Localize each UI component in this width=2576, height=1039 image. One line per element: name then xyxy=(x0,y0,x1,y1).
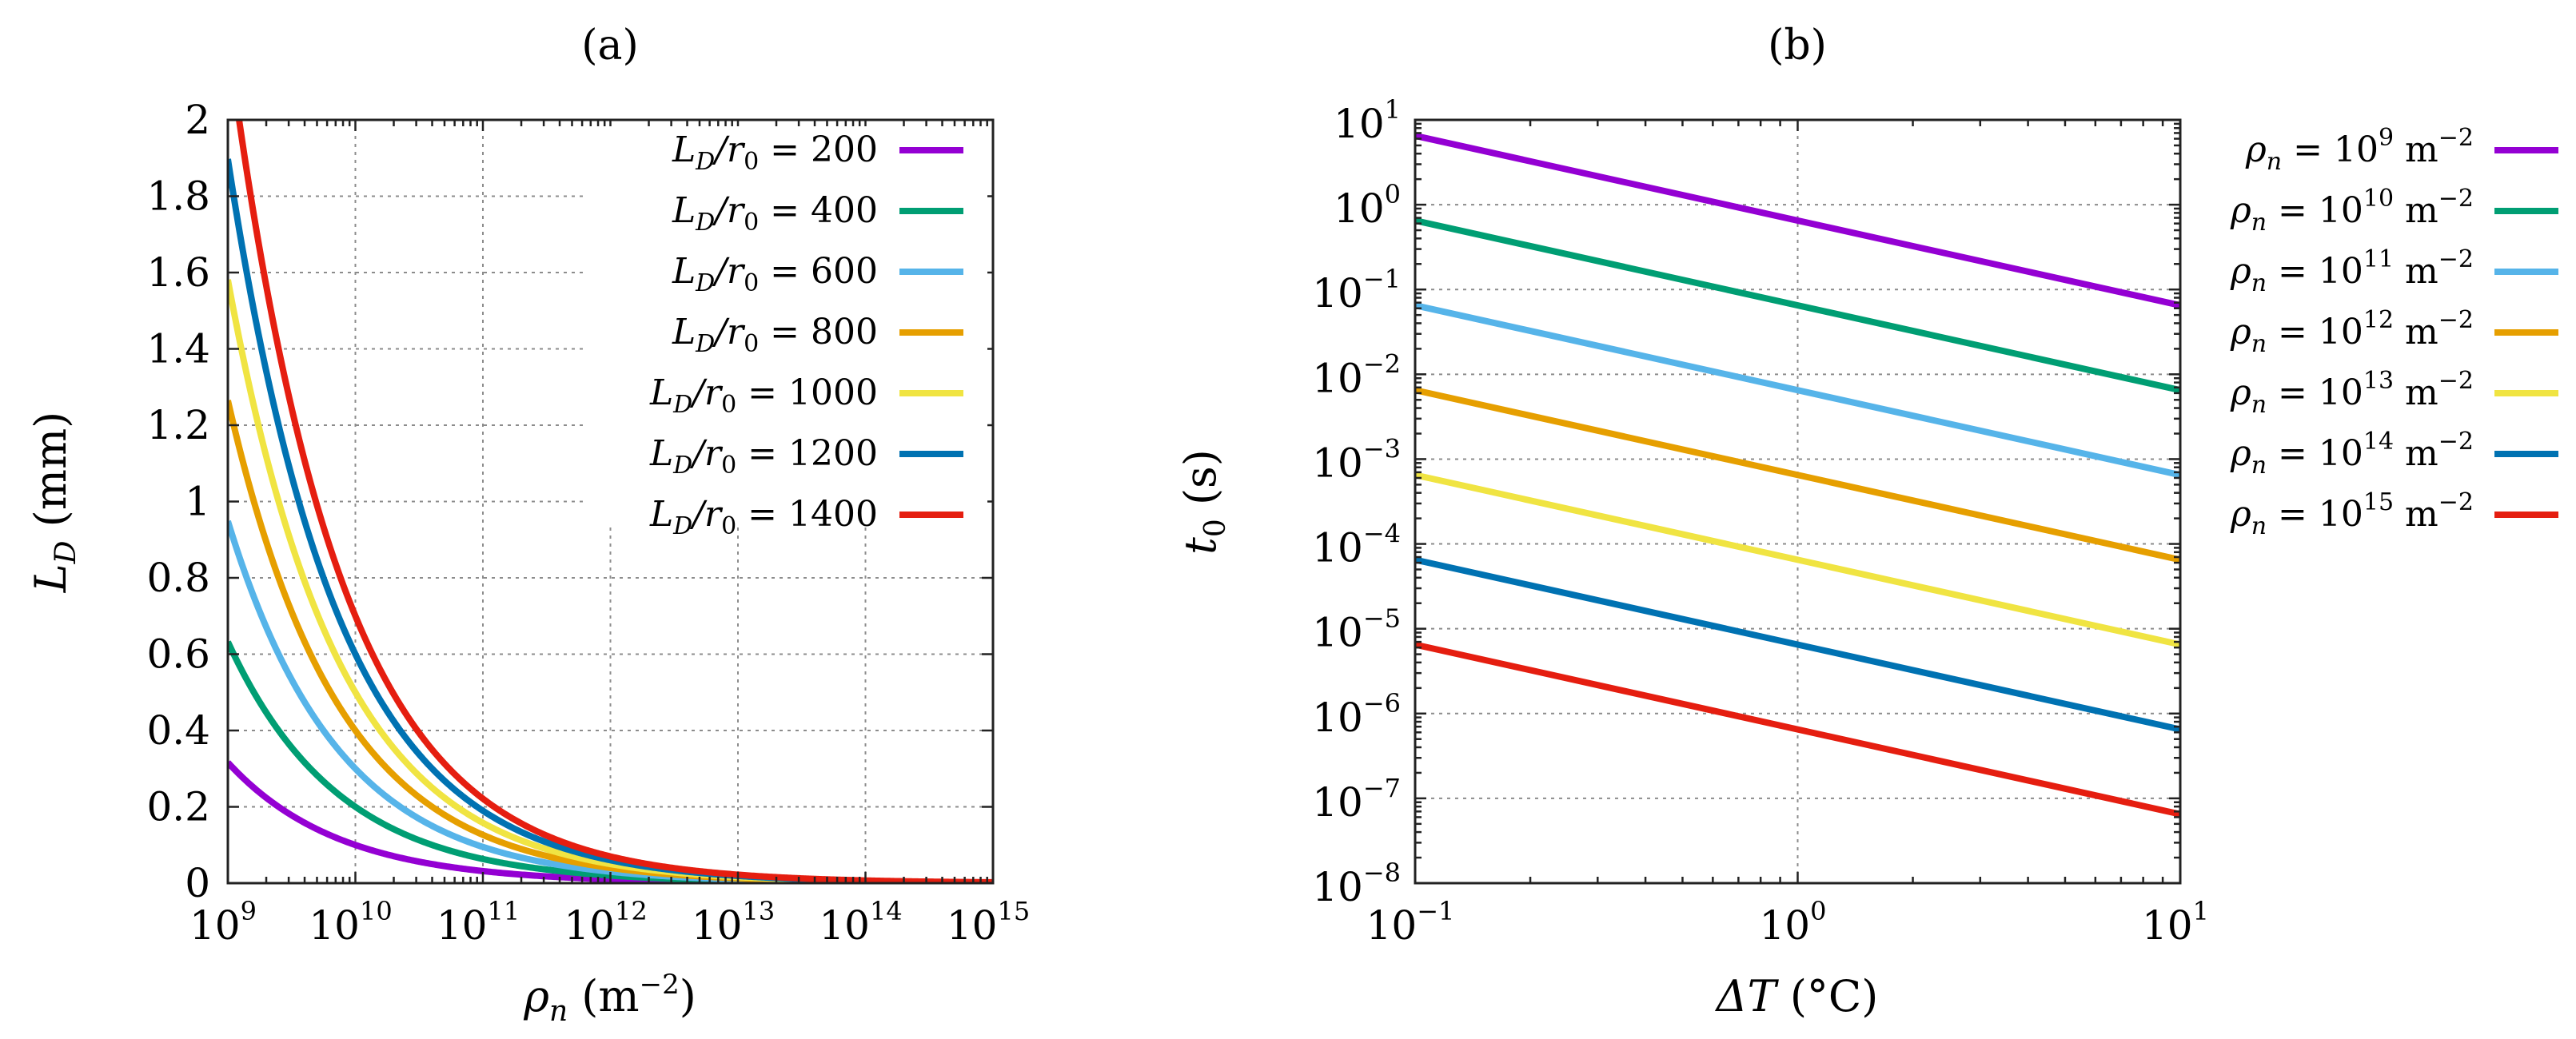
panel-b-series-line xyxy=(1414,556,2181,733)
panel-b-series-line xyxy=(1414,132,2181,309)
panel-b-series-line xyxy=(1414,302,2181,479)
panel-a-ylabel-base: L xyxy=(26,563,76,593)
panel-b-ytick-label: 10−5 xyxy=(1312,603,1401,656)
panel-a-xtick-label: 109 xyxy=(189,896,257,949)
panel-b-legend-label: ρn = 1013 m−2 xyxy=(2230,367,2474,419)
panel-a-ylabel: LD (mm) xyxy=(26,412,82,593)
panel-b-xlabel: ΔT (°C) xyxy=(1715,971,1879,1021)
panel-b-xlabel-base: ΔT xyxy=(1715,971,1780,1021)
panel-b-legend: ρn = 109 m−2 ρn = 1010 m−2 ρn = 1011 m−2 ρn… xyxy=(2230,124,2558,540)
panel-b: (b) 10−1 100 10110−810−710−610−510−410−310… xyxy=(1175,22,2558,1021)
panel-b-ylabel: t0 (s) xyxy=(1175,449,1232,555)
panel-b-ylabel-sub: 0 xyxy=(1199,519,1232,537)
panel-a-legend: LD/r0 = 200 LD/r0 = 400 LD/r0 = 600 LD/r0 =… xyxy=(588,126,987,540)
panel-b-ytick-label: 10−8 xyxy=(1312,858,1401,910)
panel-b-ylabel-unit: (s) xyxy=(1175,449,1226,519)
panel-a-ylabel-unit: (mm) xyxy=(26,412,76,541)
panel-b-ytick-label: 100 xyxy=(1334,179,1401,232)
panel-a-ytick-label: 2 xyxy=(185,97,210,143)
panel-b-ticks: 10−1 100 101 10−8 10−7 10−6 10−5 10−4 10−3 10−2 10… xyxy=(1312,94,2209,949)
panel-b-ytick-label: 10−6 xyxy=(1312,688,1401,741)
panel-a-xtick-label: 1012 xyxy=(564,896,647,949)
panel-b-ytick-label: 10−3 xyxy=(1312,433,1401,486)
panel-a-ytick-label: 1.2 xyxy=(146,402,210,448)
panel-b-series xyxy=(1414,132,2181,818)
panel-b-xtick-label: 10−1 xyxy=(1366,896,1455,949)
panel-a-ytick-label: 0.2 xyxy=(146,784,210,830)
panel-b-legend-label: ρn = 1010 m−2 xyxy=(2230,185,2474,237)
panel-a-series xyxy=(228,120,993,883)
panel-b-series-line xyxy=(1414,641,2181,818)
panel-b-frame xyxy=(1414,118,2182,885)
panel-a: (a) 109 1010 1011 1012 1013 1014 1015 0 0.2 0.4 0.… xyxy=(26,22,1030,1028)
panel-a-legend-label: LD/r0 = 200 xyxy=(672,129,878,176)
panel-b-ytick-label: 10−1 xyxy=(1312,264,1401,316)
panel-b-legend-label: ρn = 1014 m−2 xyxy=(2230,428,2474,480)
panel-b-title: (b) xyxy=(1768,22,1827,70)
panel-a-ytick-label: 0.4 xyxy=(146,707,210,754)
panel-b-xtick-label: 100 xyxy=(1760,896,1827,949)
panel-b-series-line xyxy=(1414,387,2181,563)
panel-a-legend-label: LD/r0 = 800 xyxy=(672,312,878,358)
panel-a-xlabel-base: ρ xyxy=(523,971,549,1021)
panel-b-ytick-label: 10−2 xyxy=(1312,348,1401,401)
panel-a-legend-label: LD/r0 = 1400 xyxy=(649,494,878,540)
panel-a-legend-bg xyxy=(588,126,987,526)
panel-b-legend-label: ρn = 109 m−2 xyxy=(2245,124,2474,176)
panel-b-legend-label: ρn = 1012 m−2 xyxy=(2230,306,2474,358)
panel-a-ylabel-sub: D xyxy=(50,540,82,564)
panel-a-xlabel-unit-exp: −2 xyxy=(640,969,680,1001)
panel-a-xtick-label: 1013 xyxy=(692,896,775,949)
panel-a-frame xyxy=(226,118,995,885)
panel-a-title: (a) xyxy=(581,22,639,70)
panel-a-xlabel: ρn (m−2) xyxy=(523,969,696,1028)
panel-b-xlabel-unit: (°C) xyxy=(1776,971,1879,1021)
panel-a-xlabel-sub: n xyxy=(549,995,568,1028)
panel-a-ytick-label: 1.4 xyxy=(146,326,210,372)
panel-a-xlabel-unit-open: (m xyxy=(568,971,639,1021)
panel-a-xtick-label: 1014 xyxy=(819,896,902,949)
panel-b-series-line xyxy=(1414,217,2181,394)
panel-a-xlabel-unit-close: ) xyxy=(680,971,696,1021)
panel-a-xtick-label: 1015 xyxy=(947,896,1030,949)
panel-b-legend-label: ρn = 1011 m−2 xyxy=(2230,245,2474,297)
panel-a-ytick-label: 1.8 xyxy=(146,173,210,220)
panel-b-ytick-label: 101 xyxy=(1334,94,1401,147)
panel-a-ytick-label: 1 xyxy=(185,479,210,525)
panel-a-legend-label: LD/r0 = 1200 xyxy=(649,433,878,480)
panel-b-ytick-label: 10−4 xyxy=(1312,519,1401,571)
panel-a-legend-label: LD/r0 = 600 xyxy=(672,251,878,297)
panel-a-ytick-label: 0.8 xyxy=(146,555,210,601)
panel-a-ytick-label: 0.6 xyxy=(146,631,210,678)
panel-b-ylabel-base: t xyxy=(1175,537,1226,555)
panel-a-legend-label: LD/r0 = 400 xyxy=(672,190,878,237)
panel-b-series-line xyxy=(1414,472,2181,648)
panel-a-xtick-label: 1010 xyxy=(309,896,392,949)
panel-a-xtick-label: 1011 xyxy=(437,896,520,949)
panel-b-ytick-label: 10−7 xyxy=(1312,773,1401,826)
panel-b-xtick-label: 101 xyxy=(2142,896,2209,949)
panel-a-ytick-label: 1.6 xyxy=(146,249,210,296)
panel-b-legend-label: ρn = 1015 m−2 xyxy=(2230,488,2474,540)
panel-a-ytick-label: 0 xyxy=(185,860,210,906)
panel-a-legend-label: LD/r0 = 1000 xyxy=(649,372,878,419)
